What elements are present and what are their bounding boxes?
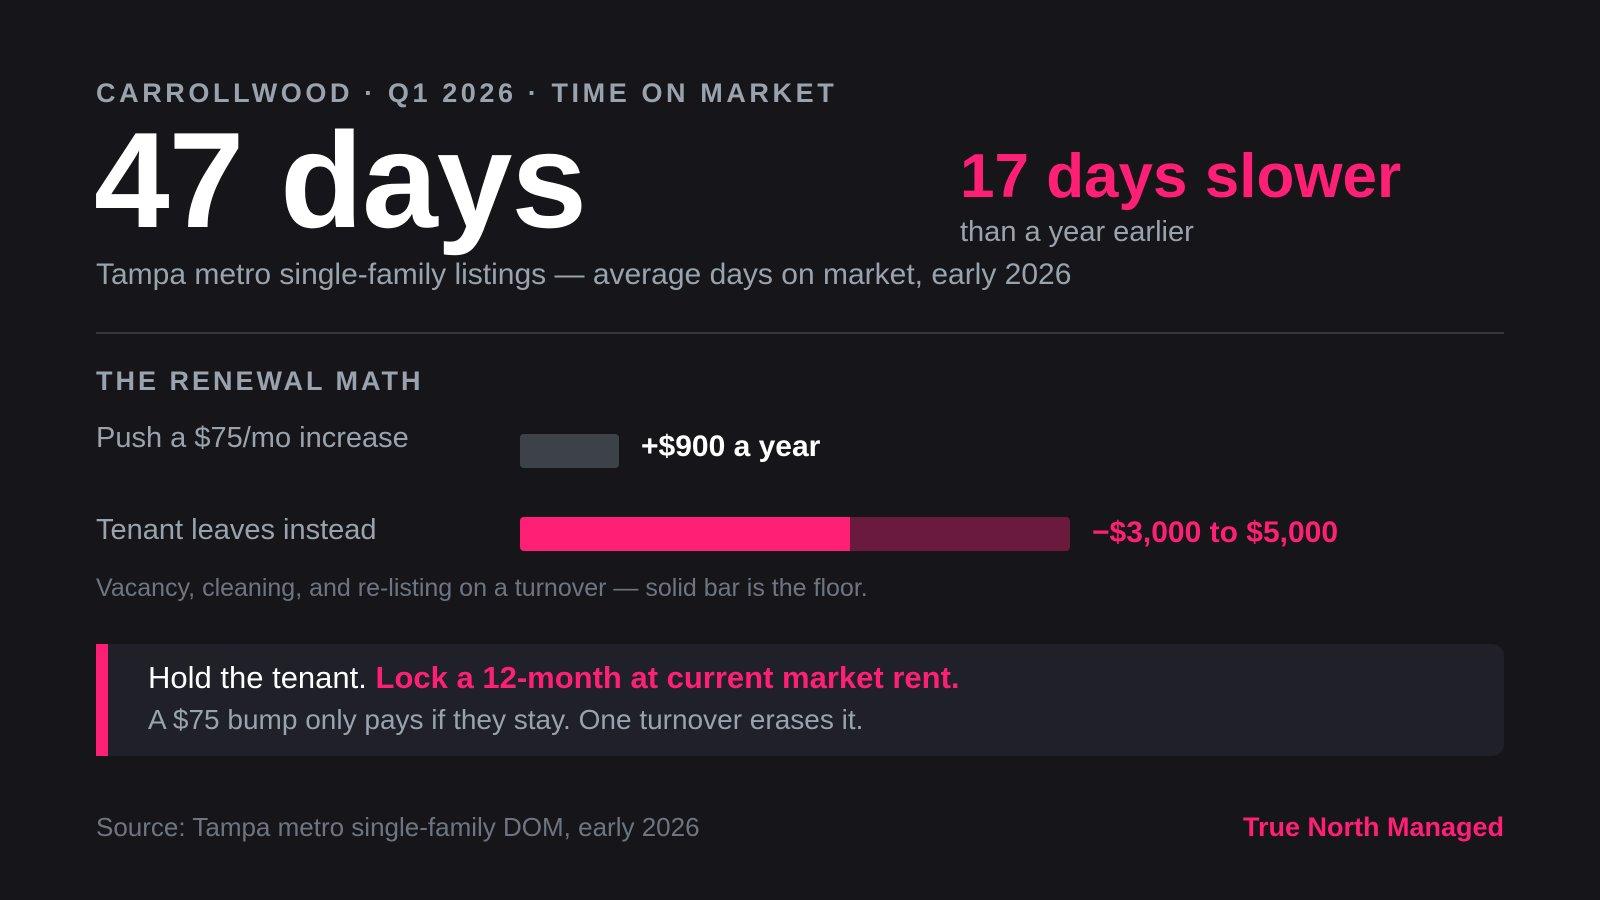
brand-name: True North Managed xyxy=(1242,812,1504,842)
increase-row-label: Push a $75/mo increase xyxy=(96,422,409,454)
turnover-bar-fill xyxy=(520,517,850,551)
increase-row-value: +$900 a year xyxy=(641,430,821,463)
callout-headline: Hold the tenant. Lock a 12-month at curr… xyxy=(148,660,960,696)
recommendation-callout: Hold the tenant. Lock a 12-month at curr… xyxy=(96,644,1504,756)
renewal-section-title: THE RENEWAL MATH xyxy=(96,366,424,396)
turnover-row-value: −$3,000 to $5,000 xyxy=(1092,516,1339,549)
delta-caption: than a year earlier xyxy=(960,216,1194,248)
callout-emphasis: Lock a 12-month at current market rent. xyxy=(375,660,960,695)
delta-block: 17 days slower than a year earlier xyxy=(960,146,1401,249)
section-divider xyxy=(96,332,1504,334)
delta-value: 17 days slower xyxy=(960,142,1402,211)
callout-lead: Hold the tenant. xyxy=(148,660,367,695)
renewal-footnote: Vacancy, cleaning, and re-listing on a t… xyxy=(96,574,868,602)
callout-accent-bar xyxy=(96,644,108,756)
increase-bar-fill xyxy=(520,434,619,468)
increase-bar xyxy=(520,434,619,468)
source-note: Source: Tampa metro single-family DOM, e… xyxy=(96,812,700,842)
turnover-row-label: Tenant leaves instead xyxy=(96,514,377,546)
turnover-bar xyxy=(520,517,1070,551)
headline-subtitle: Tampa metro single-family listings — ave… xyxy=(96,258,1072,291)
eyebrow-label: CARROLLWOOD · Q1 2026 · TIME ON MARKET xyxy=(96,78,838,108)
headline-stat: 47 days xyxy=(94,104,587,256)
callout-body: A $75 bump only pays if they stay. One t… xyxy=(148,704,864,735)
